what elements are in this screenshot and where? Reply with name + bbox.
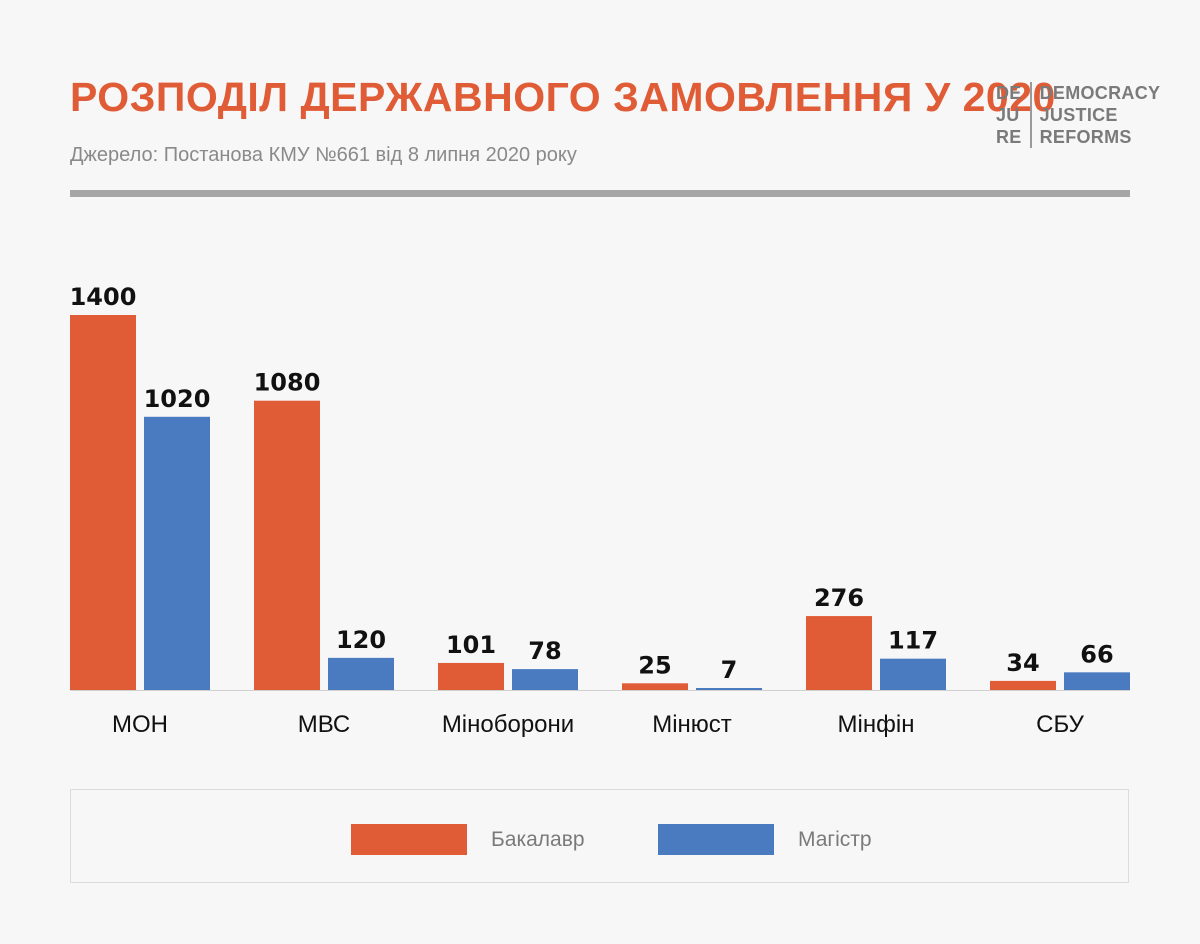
bar-master xyxy=(512,669,578,690)
header-divider xyxy=(70,190,1130,197)
legend: Бакалавр Магістр xyxy=(70,789,1129,883)
bar-chart: 1400 1020 МОН 1080 120 МВС 101 78 Міноборони 25 7 М… xyxy=(70,283,1130,738)
data-label-master: 78 xyxy=(528,637,561,665)
chart-subtitle: Джерело: Постанова КМУ №661 від 8 липня … xyxy=(70,144,577,166)
data-label-master: 117 xyxy=(888,627,938,655)
logo-left-line: RE xyxy=(996,127,1022,147)
bar-master xyxy=(1064,672,1130,690)
logo-left-line: DE xyxy=(996,83,1022,103)
data-label-master: 7 xyxy=(721,656,738,684)
logo-right-column: DEMOCRACY JUSTICE REFORMS xyxy=(1040,82,1161,148)
bar-bachelor xyxy=(438,662,504,690)
category-label: Мінюст xyxy=(652,711,732,738)
dejure-logo: DE JU RE DEMOCRACY JUSTICE REFORMS xyxy=(996,82,1160,148)
legend-label-bachelor: Бакалавр xyxy=(491,827,585,851)
data-label-bachelor: 101 xyxy=(446,631,496,659)
legend-swatch-bachelor xyxy=(351,824,467,855)
chart-title: РОЗПОДІЛ ДЕРЖАВНОГО ЗАМОВЛЕННЯ У 2020 xyxy=(70,74,1056,120)
bar-master xyxy=(328,657,394,690)
data-label-master: 120 xyxy=(336,626,386,654)
category-label: Мінфін xyxy=(838,711,915,738)
data-label-bachelor: 34 xyxy=(1006,649,1039,677)
legend-item-bachelor: Бакалавр xyxy=(351,824,585,855)
data-label-master: 66 xyxy=(1080,640,1113,668)
logo-right-line: JUSTICE xyxy=(1039,105,1118,125)
data-label-bachelor: 1080 xyxy=(254,369,321,397)
data-label-bachelor: 276 xyxy=(814,584,864,612)
bar-master xyxy=(880,658,946,690)
legend-item-master: Магістр xyxy=(658,824,872,855)
bar-bachelor xyxy=(254,400,320,690)
data-label-master: 1020 xyxy=(144,385,211,413)
logo-left-column: DE JU RE xyxy=(996,82,1032,148)
data-label-bachelor: 25 xyxy=(638,651,671,679)
bar-bachelor xyxy=(622,683,688,690)
data-label-bachelor: 1400 xyxy=(70,283,137,311)
logo-left-line: JU xyxy=(996,105,1020,125)
category-label: СБУ xyxy=(1036,711,1085,738)
bar-bachelor xyxy=(806,616,872,690)
bar-bachelor xyxy=(70,315,136,690)
bar-master xyxy=(696,688,762,690)
logo-right-line: REFORMS xyxy=(1039,127,1132,147)
legend-swatch-master xyxy=(658,824,774,855)
category-label: МОН xyxy=(112,711,168,738)
bar-bachelor xyxy=(990,680,1056,690)
bar-master xyxy=(144,416,210,690)
category-label: Міноборони xyxy=(442,711,574,738)
logo-right-line: DEMOCRACY xyxy=(1039,83,1161,103)
category-label: МВС xyxy=(298,711,351,738)
legend-label-master: Магістр xyxy=(798,827,872,851)
